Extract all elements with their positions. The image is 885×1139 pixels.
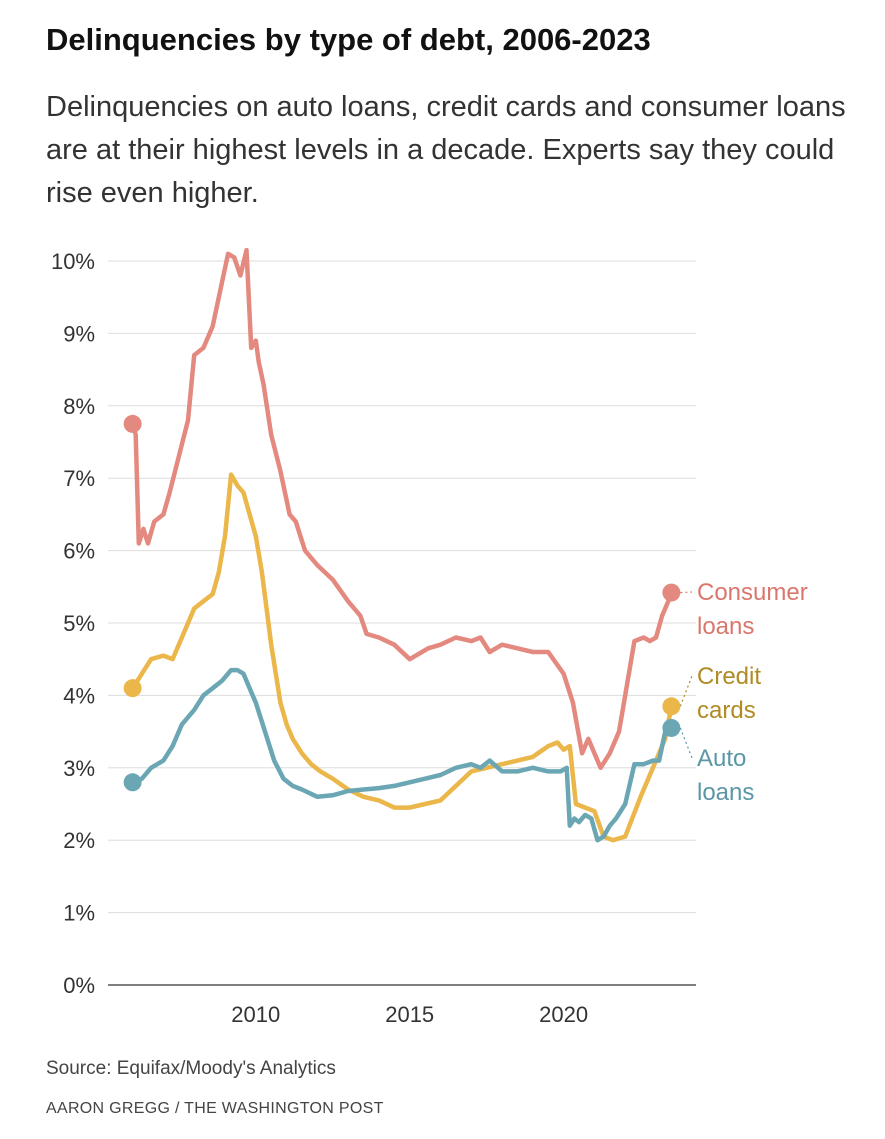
- x-tick-label: 2020: [539, 1002, 588, 1027]
- consumer-loans-start-marker: [123, 414, 142, 433]
- auto-loans-line: [130, 667, 674, 843]
- y-tick-label: 5%: [63, 611, 95, 636]
- credit-cards-line: [130, 472, 674, 843]
- auto-loans-start-marker: [123, 773, 142, 792]
- consumer-loans-end-marker: [662, 583, 681, 602]
- credit-cards-label-leader: [679, 675, 693, 707]
- y-tick-label: 3%: [63, 756, 95, 781]
- x-tick-label: 2010: [231, 1002, 280, 1027]
- x-axis-tick-labels: 2010 2015 2020: [231, 1002, 588, 1027]
- credit-cards-end-marker: [662, 697, 681, 716]
- auto-loans-label-leader: [679, 727, 693, 759]
- y-axis-tick-labels: 0% 1% 2% 3% 4% 5% 6% 7% 8% 9% 10%: [51, 249, 95, 998]
- consumer-loans-line: [130, 247, 674, 771]
- credit-cards-label: cards: [697, 697, 756, 724]
- series-lines: [123, 247, 681, 843]
- credit-line: AARON GREGG / THE WASHINGTON POST: [46, 1100, 384, 1117]
- credit-cards-start-marker: [123, 679, 142, 698]
- chart-subtitle: Delinquencies on auto loans, credit card…: [46, 91, 846, 209]
- auto-loans-end-marker: [662, 718, 681, 737]
- auto-loans-label: loans: [697, 779, 754, 806]
- auto-loans-label: Auto: [697, 745, 746, 772]
- y-tick-label: 7%: [63, 466, 95, 491]
- x-tick-label: 2015: [385, 1002, 434, 1027]
- y-tick-label: 6%: [63, 539, 95, 564]
- consumer-loans-label: Consumer: [697, 579, 808, 606]
- chart-title: Delinquencies by type of debt, 2006-2023: [46, 22, 651, 57]
- y-tick-label: 10%: [51, 249, 95, 274]
- credit-cards-label: Credit: [697, 663, 761, 690]
- y-tick-label: 1%: [63, 901, 95, 926]
- y-tick-label: 9%: [63, 321, 95, 346]
- line-chart: 0% 1% 2% 3% 4% 5% 6% 7% 8% 9% 10% 2010 2015 2020 Con…: [51, 247, 808, 1027]
- gridlines: [108, 260, 696, 986]
- series-labels: Consumer loans Credit cards Auto loans: [679, 579, 808, 806]
- consumer-loans-label-leader: [680, 591, 693, 594]
- y-tick-label: 2%: [63, 828, 95, 853]
- y-tick-label: 8%: [63, 394, 95, 419]
- consumer-loans-label: loans: [697, 613, 754, 640]
- y-tick-label: 0%: [63, 973, 95, 998]
- source-note: Source: Equifax/Moody's Analytics: [46, 1058, 336, 1079]
- y-tick-label: 4%: [63, 683, 95, 708]
